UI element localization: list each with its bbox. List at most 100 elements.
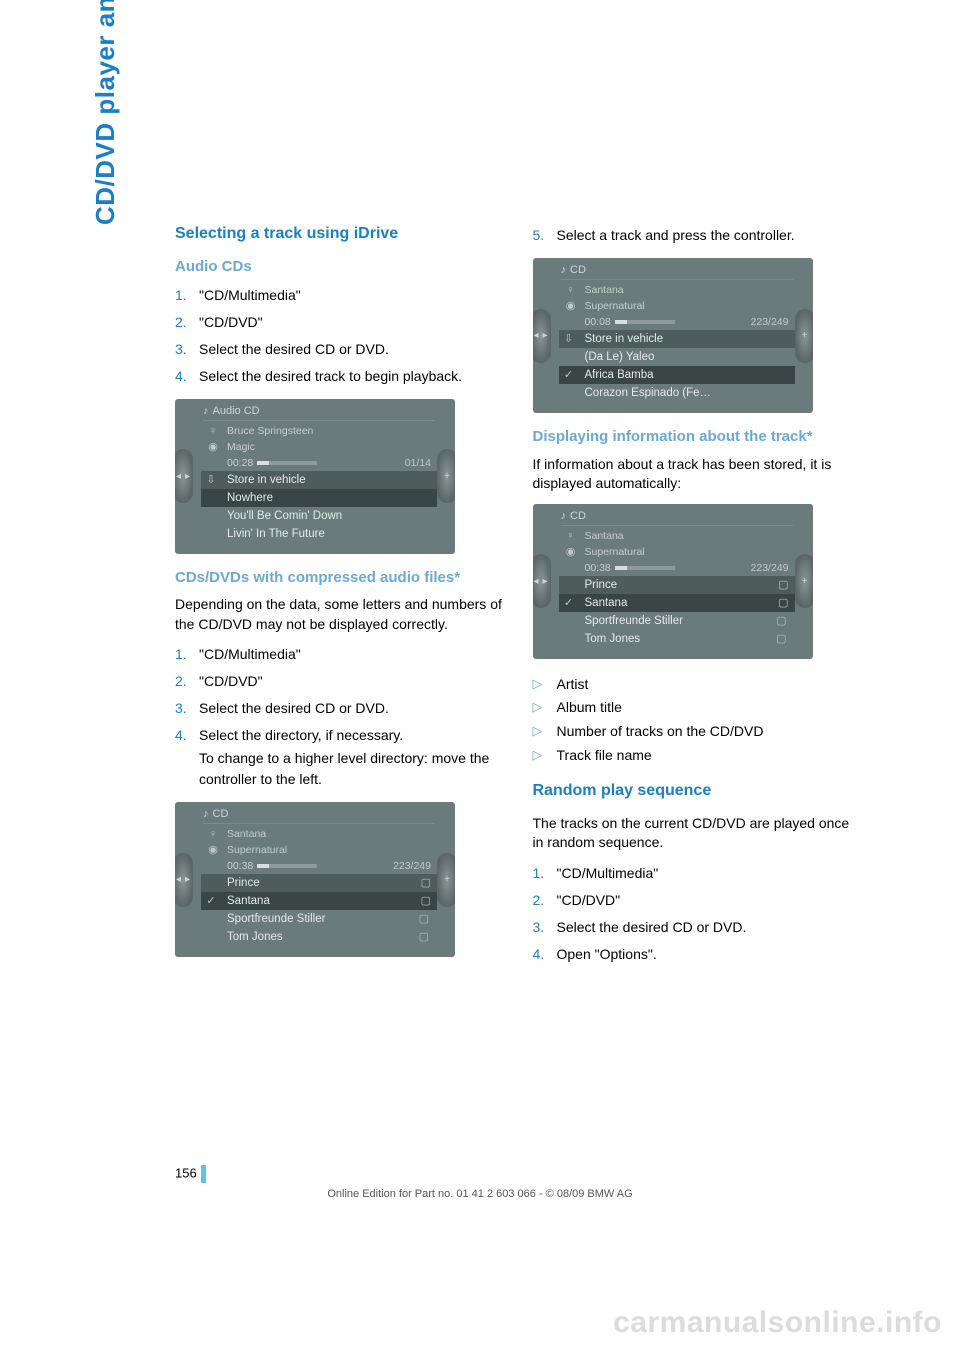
row-text: You'll Be Comin' Down [227, 510, 342, 522]
row-icon: ◉ [563, 544, 579, 560]
screenshot-row-progress: 00:38223/249 [561, 560, 793, 576]
list-item: 4.Select the desired track to begin play… [175, 366, 503, 387]
screenshot-header: ♪ CD [203, 808, 435, 824]
progress-bar [615, 320, 675, 324]
row-text: Santana [227, 895, 270, 907]
folder-icon: ▢ [778, 594, 788, 612]
knob-left-icon: ◂▸ [533, 554, 551, 608]
screenshot-row: (Da Le) Yaleo [561, 348, 793, 366]
screenshot-header: ♪CD [561, 510, 793, 526]
idrive-screenshot-cd-folders: ◂▸ + ♪CD ♀Santana ◉Supernatural 00:38223… [175, 802, 455, 957]
screenshot-header: ♪Audio CD [203, 405, 435, 421]
row-icon: ♀ [563, 282, 579, 298]
note-icon: ♪ [203, 808, 209, 820]
subheading-compressed: CDs/DVDs with compressed audio files* [175, 568, 503, 588]
screenshot-row: ♀Santana [561, 528, 793, 544]
screenshot-row: ⇩Store in vehicle [201, 471, 437, 489]
right-column: 5.Select a track and press the controlle… [533, 225, 861, 977]
random-intro: The tracks on the current CD/DVD are pla… [533, 814, 861, 853]
bullet-item: Track file name [533, 744, 861, 768]
row-text: Store in vehicle [227, 474, 306, 486]
row-icon: ♀ [205, 423, 221, 439]
screenshot-row: Sportfreunde Stiller▢ [561, 612, 793, 630]
screenshot-row: Tom Jones▢ [203, 928, 435, 946]
progress-bar [257, 864, 317, 868]
step-text: Select a track and press the controller. [557, 227, 795, 243]
list-item: 2. "CD/DVD" [175, 671, 503, 692]
row-text: Santana [227, 828, 266, 840]
screenshot-row: ♀Santana [203, 826, 435, 842]
step-number: 4. [533, 944, 545, 965]
row-time: 00:38 [585, 562, 611, 574]
screenshot-title: CD [570, 510, 586, 522]
folder-icon: ▢ [419, 928, 429, 946]
step-text: Select the desired CD or DVD. [199, 341, 389, 357]
step-text: "CD/Multimedia" [557, 865, 659, 881]
continued-steps: 5.Select a track and press the controlle… [533, 225, 861, 246]
knob-right-icon: + [437, 449, 455, 503]
list-item: 3.Select the desired CD or DVD. [175, 339, 503, 360]
step-subtext: To change to a higher level directory: m… [199, 746, 503, 790]
bullet-item: Artist [533, 673, 861, 697]
display-info-intro: If information about a track has been st… [533, 455, 861, 494]
step-text: "CD/DVD" [199, 673, 263, 689]
folder-icon: ▢ [776, 612, 786, 630]
list-item: 2. "CD/DVD" [175, 312, 503, 333]
folder-icon: ▢ [421, 892, 431, 910]
screenshot-row: ◉ Supernatural [561, 298, 793, 314]
note-icon: ♪ [561, 510, 567, 522]
step-number: 3. [175, 698, 187, 719]
screenshot-row: ♀Santana [561, 282, 793, 298]
bullet-item: Number of tracks on the CD/DVD [533, 720, 861, 744]
screenshot-row-progress: 00:38223/249 [203, 858, 435, 874]
step-text: "CD/DVD" [199, 314, 263, 330]
note-icon: ♪ [561, 264, 567, 276]
folder-icon: ▢ [419, 910, 429, 928]
row-text: Magic [227, 441, 255, 453]
check-icon: ✓ [561, 594, 577, 612]
screenshot-title: CD [213, 808, 229, 820]
row-text: Sportfreunde Stiller [227, 913, 325, 925]
row-text: Bruce Springsteen [227, 425, 313, 437]
page-number-value: 156 [175, 1165, 197, 1180]
row-icon: ◉ [563, 298, 579, 314]
row-text: Prince [227, 877, 260, 889]
screenshot-row: Sportfreunde Stiller ▢ [203, 910, 435, 928]
list-item: 1. "CD/Multimedia" [533, 863, 861, 884]
screenshot-row-selected: ✓ Santana ▢ [201, 892, 437, 910]
step-text: "CD/Multimedia" [199, 287, 301, 303]
step-number: 1. [175, 644, 187, 665]
step-number: 1. [533, 863, 545, 884]
list-item: 3.Select the desired CD or DVD. [175, 698, 503, 719]
step-number: 1. [175, 285, 187, 306]
list-item: 1. "CD/Multimedia" [175, 285, 503, 306]
row-counter: 223/249 [751, 314, 789, 330]
step-text: Open "Options". [557, 946, 657, 962]
screenshot-row: Prince▢ [201, 874, 437, 892]
step-number: 2. [175, 671, 187, 692]
knob-left-icon: ◂▸ [533, 309, 551, 363]
step-number: 2. [175, 312, 187, 333]
screenshot-row: ♀ Bruce Springsteen [203, 423, 435, 439]
screenshot-row-selected: Nowhere [201, 489, 437, 507]
subheading-display-info: Displaying information about the track* [533, 427, 861, 447]
download-icon: ⇩ [561, 330, 577, 348]
screenshot-body: ♀Santana ◉Supernatural 00:38223/249 Prin… [203, 826, 435, 953]
audio-cds-steps: 1. "CD/Multimedia" 2. "CD/DVD" 3.Select th… [175, 285, 503, 387]
track-info-bullets: Artist Album title Number of tracks on t… [533, 673, 861, 768]
step-number: 4. [175, 366, 187, 387]
random-steps: 1."CD/Multimedia" 2."CD/DVD" 3.Select th… [533, 863, 861, 965]
page-number-bar [201, 1165, 206, 1183]
heading-select-track: Selecting a track using iDrive [175, 225, 503, 243]
screenshot-row: ◉Magic [203, 439, 435, 455]
check-icon: ✓ [203, 892, 219, 910]
step-number: 3. [533, 917, 545, 938]
screenshot-row-progress: 00:2801/14 [203, 455, 435, 471]
screenshot-body: ♀Santana ◉Supernatural 00:38223/249 Prin… [561, 528, 793, 655]
page-number: 156 [175, 1165, 206, 1183]
screenshot-row: ⇩Store in vehicle [559, 330, 795, 348]
row-text: Supernatural [585, 546, 645, 558]
bullet-item: Album title [533, 696, 861, 720]
compressed-intro: Depending on the data, some letters and … [175, 595, 503, 634]
row-text: Supernatural [585, 300, 645, 312]
